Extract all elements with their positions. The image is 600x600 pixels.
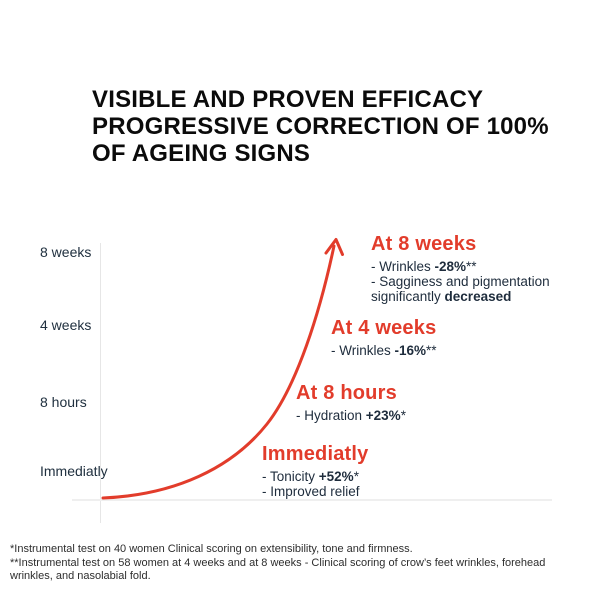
milestone-8-weeks: At 8 weeks - Wrinkles -28%** - Sagginess…	[371, 233, 550, 304]
footnotes: *Instrumental test on 40 women Clinical …	[10, 543, 566, 584]
y-axis-label-immediatly: Immediatly	[40, 463, 108, 479]
milestone-immediatly-line-2: - Improved relief	[262, 484, 368, 499]
metric-value: +23%	[365, 408, 401, 423]
metric-label: - Wrinkles	[371, 259, 435, 274]
metric-label: - Wrinkles	[331, 343, 395, 358]
title-line-3: OF AGEING SIGNS	[92, 140, 311, 167]
footnote-marker: **	[466, 259, 477, 274]
y-axis-label-8-hours: 8 hours	[40, 394, 87, 410]
milestone-8-weeks-line-3: significantly decreased	[371, 289, 550, 304]
footnote-marker: *	[353, 469, 359, 484]
footnote-1: *Instrumental test on 40 women Clinical …	[10, 543, 413, 555]
metric-label: - Hydration	[296, 408, 366, 423]
arrowhead-icon	[324, 238, 344, 256]
footnote-marker: *	[400, 408, 406, 423]
metric-label: significantly	[371, 289, 445, 304]
metric-label: - Sagginess and pigmentation	[371, 274, 550, 289]
metric-value: +52%	[318, 469, 354, 484]
milestone-immediatly-header: Immediatly	[262, 443, 369, 465]
metric-value: -28%	[434, 259, 467, 274]
y-axis-label-4-weeks: 4 weeks	[40, 317, 92, 333]
milestone-8-weeks-line-1: - Wrinkles -28%**	[371, 259, 550, 274]
milestone-8-hours-header: At 8 hours	[296, 382, 397, 404]
milestone-8-weeks-header: At 8 weeks	[371, 233, 477, 255]
milestone-4-weeks-line-1: - Wrinkles -16%**	[331, 343, 437, 358]
page-title: VISIBLE AND PROVEN EFFICACY PROGRESSIVE …	[92, 86, 562, 167]
y-axis-label-8-weeks: 8 weeks	[40, 244, 92, 260]
milestone-8-weeks-line-2: - Sagginess and pigmentation	[371, 274, 550, 289]
milestone-8-hours-line-1: - Hydration +23%*	[296, 408, 406, 423]
footnote-marker: **	[426, 343, 437, 358]
title-line-1: VISIBLE AND PROVEN EFFICACY	[92, 86, 484, 113]
milestone-4-weeks-header: At 4 weeks	[331, 317, 437, 339]
y-axis-line	[100, 243, 101, 523]
x-axis-line	[72, 499, 552, 501]
metric-label: - Improved relief	[262, 484, 360, 499]
metric-label: - Tonicity	[262, 469, 319, 484]
milestone-8-hours: At 8 hours - Hydration +23%*	[296, 382, 406, 423]
title-line-2: PROGRESSIVE CORRECTION OF 100%	[92, 113, 549, 140]
milestone-immediatly-line-1: - Tonicity +52%*	[262, 469, 368, 484]
metric-value: -16%	[394, 343, 427, 358]
milestone-immediatly: Immediatly - Tonicity +52%* - Improved r…	[262, 443, 368, 499]
footnote-2: **Instrumental test on 58 women at 4 wee…	[10, 556, 546, 583]
metric-value: decreased	[444, 289, 512, 304]
milestone-4-weeks: At 4 weeks - Wrinkles -16%**	[331, 317, 437, 358]
